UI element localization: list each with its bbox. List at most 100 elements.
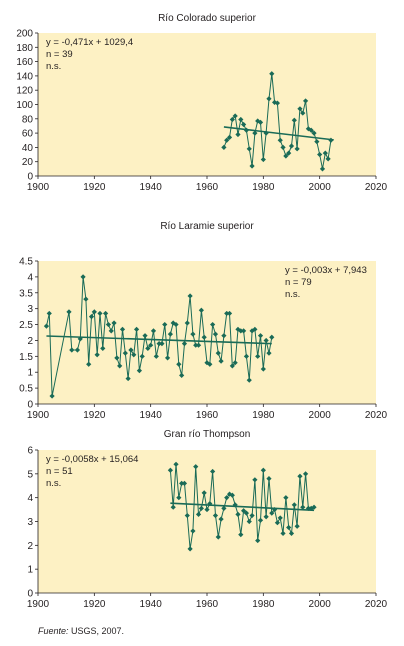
data-point [266, 96, 272, 102]
data-point [224, 137, 230, 143]
stats-box [281, 263, 374, 301]
data-point [260, 366, 266, 372]
data-point [215, 534, 221, 540]
data-point [263, 337, 269, 344]
chart-panel-laramie: Río Laramie superior 0 0.5 1 1.5 2 2.5 3 3.5 4 4.5… [19, 221, 387, 421]
data-point [243, 127, 250, 133]
data-point [190, 528, 196, 534]
data-point [125, 375, 131, 382]
data-point [229, 492, 235, 498]
data-point [229, 363, 235, 369]
data-point [243, 510, 250, 516]
data-point [241, 508, 247, 514]
stat-eq: y = -0,003x + 7,943 [285, 265, 367, 276]
data-point [66, 309, 72, 315]
data-point [111, 320, 117, 326]
data-point [212, 512, 219, 519]
data-point [69, 347, 75, 353]
data-point [210, 321, 216, 328]
data-point [252, 326, 258, 332]
data-point [128, 347, 134, 353]
series-line [169, 464, 315, 549]
data-point [300, 504, 306, 510]
data-point [266, 350, 272, 356]
y-tick-label: 4 [27, 493, 33, 504]
data-point [232, 502, 238, 508]
data-point [198, 307, 204, 313]
data-point [257, 517, 264, 523]
data-point [311, 504, 317, 510]
trend-line [170, 502, 315, 512]
data-point [283, 153, 289, 159]
data-point [210, 468, 216, 475]
data-point [314, 139, 320, 145]
data-point [238, 116, 244, 123]
data-point [302, 98, 309, 104]
data-point [322, 150, 328, 156]
x-tick-label: 1900 [27, 410, 50, 421]
data-point [193, 342, 199, 348]
data-point [181, 480, 188, 486]
data-point [103, 310, 109, 317]
stats-box [42, 452, 150, 490]
y-tick-label: 5 [27, 469, 33, 480]
x-tick-label: 1920 [83, 182, 106, 193]
x-tick-label: 1980 [252, 182, 275, 193]
y-tick-label: 120 [16, 86, 33, 97]
data-point [176, 361, 182, 367]
data-point [105, 321, 112, 328]
data-point [221, 144, 227, 150]
x-tick-label: 2000 [309, 182, 332, 193]
chart-title: Río Laramie superior [160, 221, 254, 232]
x-tick-label: 2000 [309, 410, 332, 421]
data-point [139, 353, 145, 359]
data-point [195, 342, 202, 348]
data-point [241, 121, 247, 128]
data-point [150, 328, 157, 334]
data-point [246, 377, 252, 383]
y-tick-label: 60 [22, 129, 34, 140]
data-point [257, 333, 264, 339]
y-tick-label: 0 [27, 400, 33, 411]
data-point [136, 368, 142, 374]
data-point [176, 495, 182, 501]
y-tick-label: 6 [27, 446, 33, 457]
data-point [235, 131, 241, 138]
data-point [179, 372, 185, 378]
y-tick-label: 2 [27, 336, 33, 347]
data-point [224, 495, 230, 501]
data-point [86, 361, 92, 367]
data-point [49, 393, 55, 399]
y-tick-label: 4.5 [19, 257, 33, 268]
data-point [269, 71, 275, 77]
chart-title: Río Colorado superior [158, 13, 256, 24]
data-point [297, 473, 303, 479]
stat-n: n = 39 [46, 49, 73, 60]
y-tick-label: 0 [27, 589, 33, 600]
data-point [286, 150, 292, 156]
data-point [277, 137, 283, 143]
y-tick-label: 2.5 [19, 320, 33, 331]
data-point [232, 360, 238, 366]
y-tick-label: 3.5 [19, 288, 33, 299]
data-point [187, 546, 193, 552]
x-tick-label: 1940 [140, 182, 163, 193]
stat-sig: n.s. [285, 289, 300, 300]
trend-line [46, 335, 272, 345]
data-point [221, 333, 227, 339]
stat-sig: n.s. [46, 478, 61, 489]
y-tick-label: 2 [27, 541, 33, 552]
data-point [167, 467, 173, 473]
y-tick-label: 3 [27, 517, 33, 528]
data-point [215, 350, 221, 356]
x-tick-label: 1920 [83, 599, 106, 610]
stat-n: n = 79 [285, 277, 312, 288]
data-point [133, 326, 140, 332]
x-tick-label: 1940 [140, 599, 163, 610]
data-point [274, 100, 281, 106]
data-point [148, 342, 154, 348]
data-point [159, 341, 165, 347]
data-point [280, 144, 286, 150]
data-point [226, 134, 233, 140]
